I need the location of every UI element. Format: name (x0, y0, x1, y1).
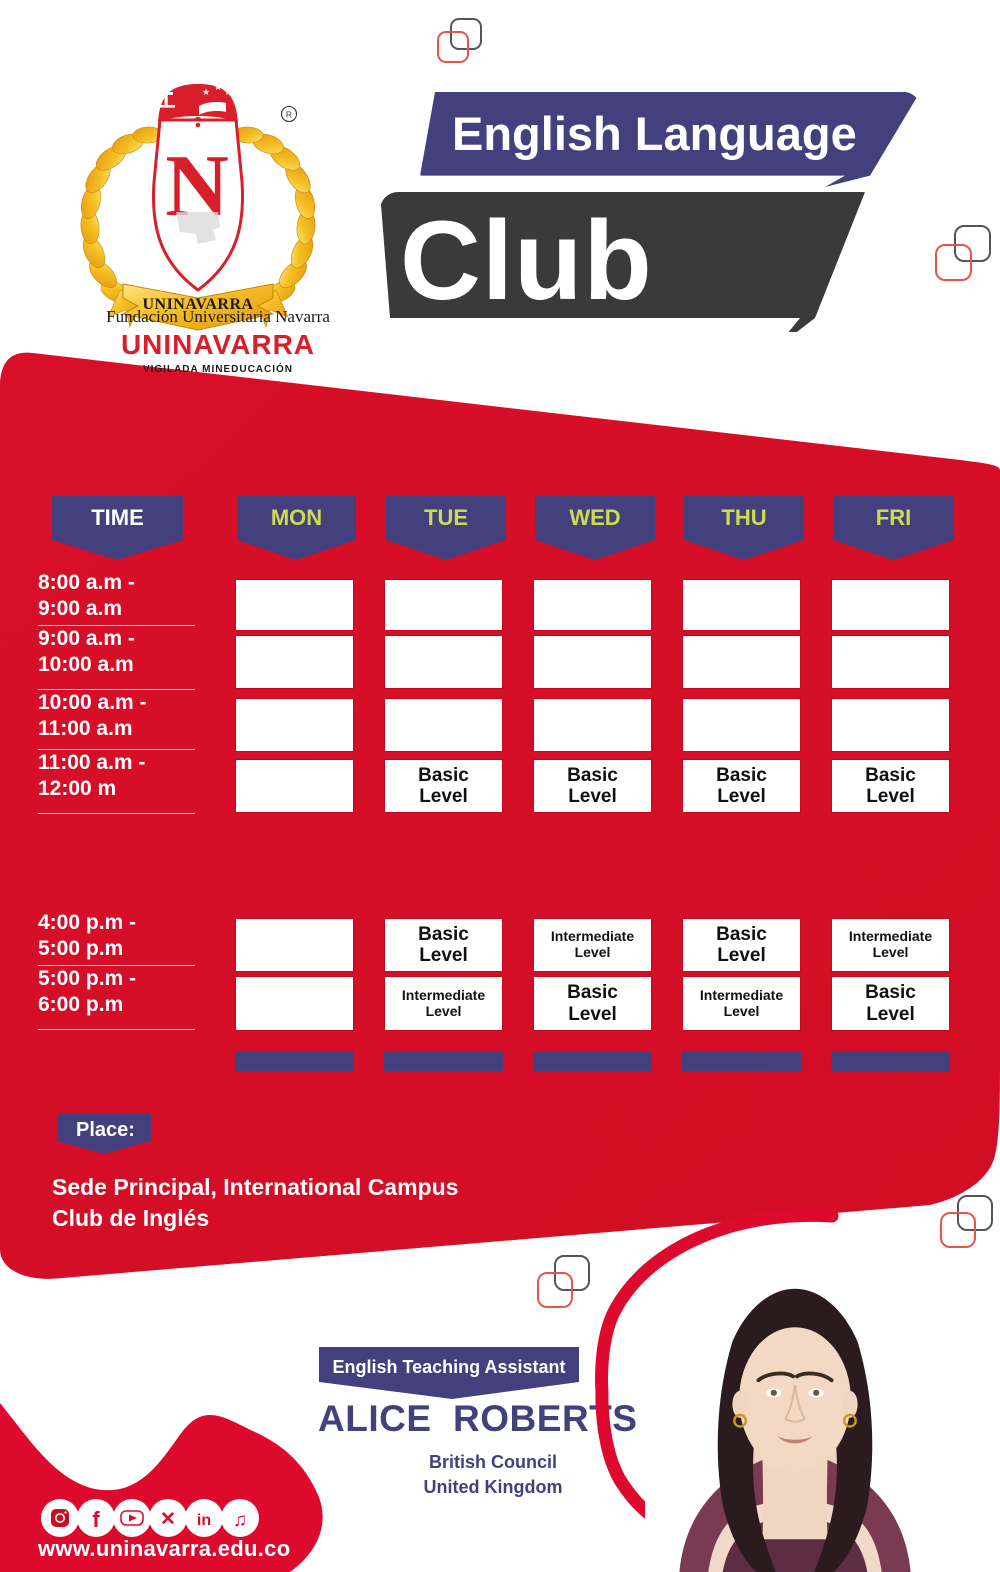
svg-text:★: ★ (214, 82, 222, 92)
svg-text:R: R (286, 110, 292, 120)
svg-text:★: ★ (224, 87, 232, 97)
svg-text:★: ★ (202, 87, 210, 97)
